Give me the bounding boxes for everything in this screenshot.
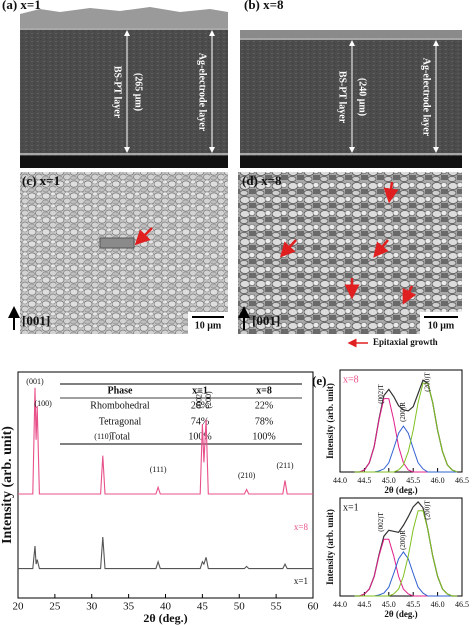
panel-b: (b) x=8 BS-PT layer (240 μm) Ag-electrod… bbox=[240, 0, 462, 168]
x-tick-label: 35 bbox=[123, 601, 135, 613]
legend-label: x=1 bbox=[294, 576, 308, 586]
table-cell: 100% bbox=[252, 431, 275, 442]
series-line bbox=[18, 536, 313, 570]
x-tick-label: 46.0 bbox=[431, 600, 445, 609]
scale-label: 10 μm bbox=[195, 320, 222, 331]
fit-label: (200)T bbox=[423, 372, 431, 392]
thickness-label: (240 μm) bbox=[357, 78, 368, 116]
fit-label: (200)R bbox=[399, 402, 407, 422]
peak-label: (200) bbox=[204, 391, 213, 409]
table-cell: 100% bbox=[188, 431, 211, 442]
table-cell: 78% bbox=[255, 416, 273, 427]
x-tick-label: 40 bbox=[160, 601, 172, 613]
x-tick-label: 60 bbox=[308, 601, 320, 613]
fit-label: (200)R bbox=[399, 530, 407, 550]
x-tick-label: 45.0 bbox=[382, 476, 396, 485]
grain bbox=[99, 237, 135, 249]
x-tick-label: 45.0 bbox=[382, 600, 396, 609]
growth-arrow bbox=[279, 239, 297, 258]
x-tick-label: 45.5 bbox=[406, 600, 420, 609]
layer-label: BS-PT layer bbox=[337, 71, 348, 124]
x-tick-label: 46.0 bbox=[431, 476, 445, 485]
panel-label: (e) bbox=[312, 373, 326, 388]
substrate bbox=[240, 156, 462, 168]
peak-label: (001) bbox=[26, 377, 44, 386]
x-tick-label: 20 bbox=[13, 601, 25, 613]
direction-label: [001] bbox=[22, 313, 50, 328]
x-tick-label: 44.5 bbox=[357, 600, 371, 609]
x-axis-label: 2θ (deg.) bbox=[384, 485, 417, 495]
growth-arrow bbox=[373, 239, 389, 258]
panel-label: (c) x=1 bbox=[22, 173, 60, 188]
inset-label: x=8 bbox=[343, 374, 359, 385]
layer-label: BS-PT layer bbox=[112, 66, 123, 119]
panel-a: (a) x=1 BS-PT layer (265 μm) Ag-electrod… bbox=[2, 0, 228, 168]
x-tick-label: 44.5 bbox=[357, 476, 371, 485]
electrode-label: Ag-electrode layer bbox=[197, 53, 208, 132]
panel-label: (a) x=1 bbox=[2, 0, 41, 12]
direction-label: [001] bbox=[252, 313, 280, 328]
series-line bbox=[354, 510, 458, 597]
table-header: x=1 bbox=[192, 385, 208, 396]
table-cell: 26% bbox=[191, 400, 209, 411]
phase-table bbox=[60, 383, 302, 445]
scale-label: 10 μm bbox=[428, 320, 455, 331]
table-cell: Total bbox=[110, 431, 131, 442]
plot-frame bbox=[339, 497, 463, 597]
table-header: x=8 bbox=[256, 385, 272, 396]
surface bbox=[20, 7, 228, 28]
peak-label: (211) bbox=[276, 461, 293, 470]
panel-label: (d) x=8 bbox=[242, 173, 282, 188]
sem-surface bbox=[20, 172, 228, 334]
peak-label: (110) bbox=[94, 432, 111, 441]
x-tick-label: 25 bbox=[49, 601, 61, 613]
peak-label: (100) bbox=[34, 399, 52, 408]
series-line bbox=[18, 387, 313, 495]
fit-label: (002)T bbox=[377, 512, 385, 532]
fit-label: (002)T bbox=[377, 384, 385, 404]
x-axis-label: 2θ (deg.) bbox=[384, 609, 417, 619]
x-tick-label: 44.0 bbox=[333, 476, 347, 485]
x-tick-label: 45 bbox=[197, 601, 209, 613]
panel-label: (b) x=8 bbox=[244, 0, 284, 12]
table-header: Phase bbox=[108, 385, 134, 396]
x-tick-label: 55 bbox=[271, 601, 283, 613]
x-tick-label: 44.0 bbox=[333, 600, 347, 609]
growth-arrow bbox=[383, 181, 399, 204]
peak-label: (002) bbox=[194, 391, 203, 409]
series-line bbox=[354, 382, 458, 473]
growth-arrow bbox=[134, 227, 153, 246]
plot-frame bbox=[339, 369, 463, 473]
x-tick-label: 30 bbox=[86, 601, 98, 613]
table-cell: 74% bbox=[191, 416, 209, 427]
y-axis-label: Intensity (arb. unit) bbox=[325, 509, 335, 585]
legend-label: x=8 bbox=[294, 522, 309, 532]
table-cell: Rhombohedral bbox=[90, 400, 150, 411]
x-tick-label: 50 bbox=[234, 601, 246, 613]
substrate bbox=[20, 156, 228, 168]
x-axis-label: 2θ (deg.) bbox=[143, 611, 187, 625]
y-axis-label: Intensity (arb. unit) bbox=[325, 383, 335, 459]
panel-c: (c) x=1 [001] 10 μm bbox=[8, 172, 228, 334]
x-tick-label: 46.5 bbox=[455, 600, 469, 609]
inset-label: x=1 bbox=[343, 502, 359, 513]
electrode-label: Ag-electrode layer bbox=[421, 58, 432, 137]
panel-d: (d) x=8 [001] 10 μm bbox=[238, 172, 462, 334]
sem-surface bbox=[238, 172, 462, 334]
table-cell: Tetragonal bbox=[99, 416, 142, 427]
thickness-label: (265 μm) bbox=[133, 73, 144, 111]
y-axis-label: Intensity (arb. unit) bbox=[0, 426, 15, 544]
table-cell: 22% bbox=[255, 400, 273, 411]
surface bbox=[240, 30, 462, 38]
peak-label: (111) bbox=[150, 465, 167, 474]
fit-label: (200)T bbox=[423, 500, 431, 520]
x-tick-label: 45.5 bbox=[406, 476, 420, 485]
peak-label: (210) bbox=[238, 471, 256, 480]
series-line bbox=[354, 551, 458, 597]
growth-arrow bbox=[402, 285, 417, 305]
x-tick-label: 46.5 bbox=[455, 476, 469, 485]
legend-label: Epitaxial growth bbox=[373, 337, 438, 347]
